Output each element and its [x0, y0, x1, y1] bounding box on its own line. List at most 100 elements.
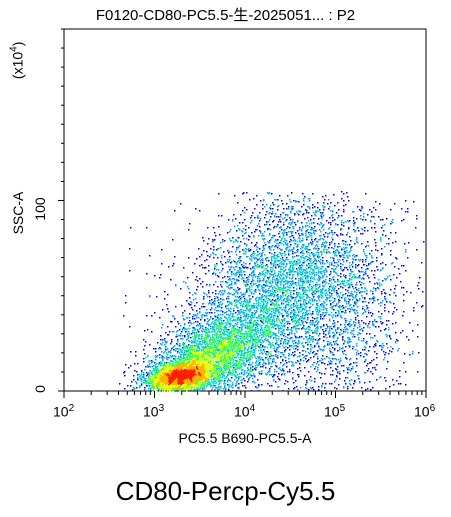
event-point	[215, 383, 217, 385]
event-point	[265, 336, 267, 338]
event-point	[174, 376, 176, 378]
event-point	[195, 381, 197, 383]
event-point	[169, 387, 171, 389]
event-point	[171, 373, 173, 375]
event-point	[169, 369, 171, 371]
event-point	[195, 368, 197, 370]
event-point	[215, 347, 217, 349]
event-point	[179, 370, 181, 372]
event-point	[186, 358, 188, 360]
event-point	[171, 366, 173, 368]
event-point	[212, 318, 214, 320]
event-point	[156, 374, 158, 376]
event-point	[196, 332, 198, 334]
event-point	[177, 388, 179, 390]
event-point	[201, 360, 203, 362]
event-point	[186, 383, 188, 385]
event-point	[240, 317, 242, 319]
event-point	[172, 375, 174, 377]
event-point	[177, 375, 179, 377]
event-point	[162, 363, 164, 365]
event-point	[182, 364, 184, 366]
event-point	[211, 307, 213, 309]
event-point	[204, 376, 206, 378]
event-point	[182, 373, 184, 375]
event-point	[155, 390, 157, 392]
event-point	[196, 353, 198, 355]
event-point	[213, 382, 215, 384]
event-point	[159, 379, 161, 381]
event-point	[179, 388, 181, 390]
event-point	[211, 374, 213, 376]
event-point	[188, 384, 190, 386]
event-point	[187, 364, 189, 366]
event-point	[193, 367, 195, 369]
event-point	[216, 365, 218, 367]
event-point	[202, 356, 204, 358]
event-point	[198, 351, 200, 353]
event-point	[216, 356, 218, 358]
event-point	[233, 360, 235, 362]
event-point	[177, 381, 179, 383]
event-point	[220, 336, 222, 338]
event-point	[193, 377, 195, 379]
event-point	[174, 370, 176, 372]
event-point	[211, 350, 213, 352]
event-point	[183, 375, 185, 377]
event-point	[160, 380, 162, 382]
event-point	[193, 374, 195, 376]
event-point	[172, 387, 174, 389]
event-point	[192, 376, 194, 378]
event-point	[275, 300, 277, 302]
event-point	[154, 379, 156, 381]
event-point	[191, 384, 193, 386]
event-point	[201, 380, 203, 382]
event-point	[183, 365, 185, 367]
event-point	[214, 324, 216, 326]
event-point	[164, 388, 166, 390]
event-point	[173, 349, 175, 351]
event-point	[186, 372, 188, 374]
event-point	[201, 374, 203, 376]
event-point	[240, 357, 242, 359]
event-point	[250, 330, 252, 332]
event-point	[141, 374, 143, 376]
event-point	[245, 337, 247, 339]
event-point	[176, 381, 178, 383]
event-point	[254, 353, 256, 355]
event-point	[182, 382, 184, 384]
event-point	[217, 347, 219, 349]
event-point	[181, 377, 183, 379]
event-point	[186, 370, 188, 372]
event-point	[187, 379, 189, 381]
event-point	[202, 359, 204, 361]
event-point	[196, 336, 198, 338]
event-point	[198, 378, 200, 380]
event-point	[158, 377, 160, 379]
event-point	[182, 335, 184, 337]
event-point	[203, 365, 205, 367]
event-point	[206, 369, 208, 371]
event-point	[165, 342, 167, 344]
event-point	[181, 370, 183, 372]
event-point	[270, 332, 272, 334]
event-point	[178, 384, 180, 386]
event-point	[230, 318, 232, 320]
event-point	[182, 368, 184, 370]
event-point	[174, 378, 176, 380]
event-point	[228, 349, 230, 351]
event-point	[157, 369, 159, 371]
event-point	[240, 298, 242, 300]
event-point	[209, 353, 211, 355]
event-point	[196, 379, 198, 381]
event-point	[157, 387, 159, 389]
event-point	[170, 376, 172, 378]
event-point	[259, 362, 261, 364]
event-point	[166, 379, 168, 381]
event-point	[195, 358, 197, 360]
event-point	[137, 374, 139, 376]
event-point	[190, 375, 192, 377]
event-point	[228, 343, 230, 345]
event-point	[163, 387, 165, 389]
event-point	[249, 301, 251, 303]
